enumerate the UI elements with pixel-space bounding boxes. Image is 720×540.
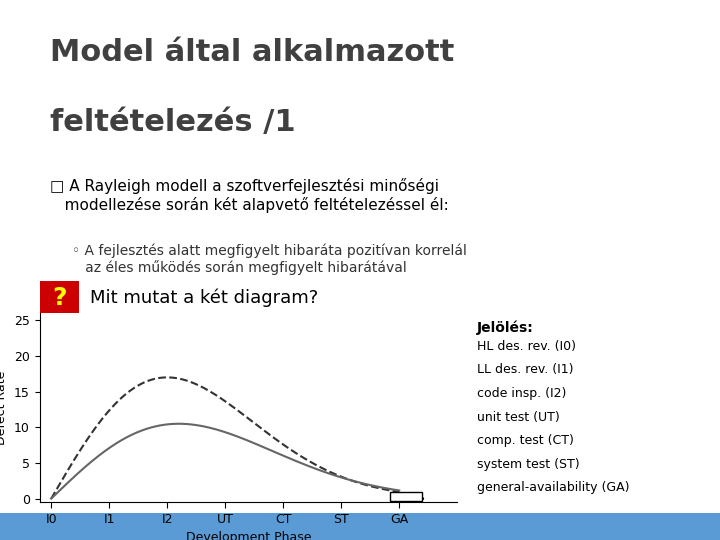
Text: Jelölés:: Jelölés: bbox=[477, 321, 534, 335]
Text: Mit mutat a két diagram?: Mit mutat a két diagram? bbox=[90, 288, 318, 307]
Text: ?: ? bbox=[52, 286, 66, 309]
Text: HL des. rev. (I0): HL des. rev. (I0) bbox=[477, 340, 576, 353]
FancyBboxPatch shape bbox=[40, 281, 79, 316]
Text: Model által alkalmazott: Model által alkalmazott bbox=[50, 38, 455, 67]
Text: ◦ A fejlesztés alatt megfigyelt hibaráta pozitívan korrelál
   az éles működés s: ◦ A fejlesztés alatt megfigyelt hibaráta… bbox=[72, 243, 467, 275]
Text: code insp. (I2): code insp. (I2) bbox=[477, 387, 566, 400]
Y-axis label: Defect Rate: Defect Rate bbox=[0, 370, 9, 445]
Text: LL des. rev. (I1): LL des. rev. (I1) bbox=[477, 363, 573, 376]
Text: general-availability (GA): general-availability (GA) bbox=[477, 482, 629, 495]
Bar bbox=[390, 492, 423, 501]
FancyBboxPatch shape bbox=[0, 513, 720, 540]
Text: unit test (UT): unit test (UT) bbox=[477, 410, 559, 423]
Text: comp. test (CT): comp. test (CT) bbox=[477, 434, 574, 447]
Text: feltételezés /1: feltételezés /1 bbox=[50, 108, 296, 137]
Text: system test (ST): system test (ST) bbox=[477, 458, 580, 471]
X-axis label: Development Phase: Development Phase bbox=[186, 531, 311, 540]
Text: □ A Rayleigh modell a szoftverfejlesztési minőségi
   modellezése során két alap: □ A Rayleigh modell a szoftverfejlesztés… bbox=[50, 178, 449, 213]
